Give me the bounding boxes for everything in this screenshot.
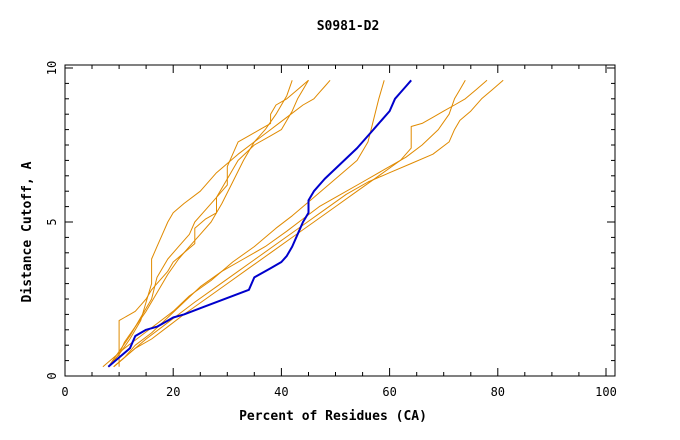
x-tick-label: 40 — [274, 385, 288, 399]
x-tick-label: 80 — [491, 385, 505, 399]
series-line — [107, 80, 309, 368]
series-line — [107, 79, 331, 368]
y-axis-label: Distance Cutoff, A — [20, 161, 35, 302]
plot-frame — [64, 64, 616, 377]
y-tick-label: 10 — [45, 61, 59, 75]
series-line — [113, 79, 488, 368]
chart-title: S0981-D2 — [317, 19, 380, 34]
series-line-highlight — [107, 79, 412, 368]
series-line — [113, 79, 504, 368]
series-line — [107, 80, 293, 368]
x-tick-label: 20 — [166, 385, 180, 399]
x-axis: 0 20 40 60 80 100 — [61, 65, 617, 399]
series-layer — [102, 79, 504, 368]
x-tick-label: 100 — [595, 385, 617, 399]
y-tick-label: 0 — [45, 372, 59, 379]
x-tick-label: 60 — [382, 385, 396, 399]
series-line — [118, 79, 309, 367]
series-line — [102, 80, 385, 368]
y-axis: 0 5 10 — [45, 61, 615, 380]
x-axis-label: Percent of Residues (CA) — [239, 409, 427, 424]
x-tick-label: 0 — [61, 385, 68, 399]
y-tick-label: 5 — [45, 218, 59, 225]
